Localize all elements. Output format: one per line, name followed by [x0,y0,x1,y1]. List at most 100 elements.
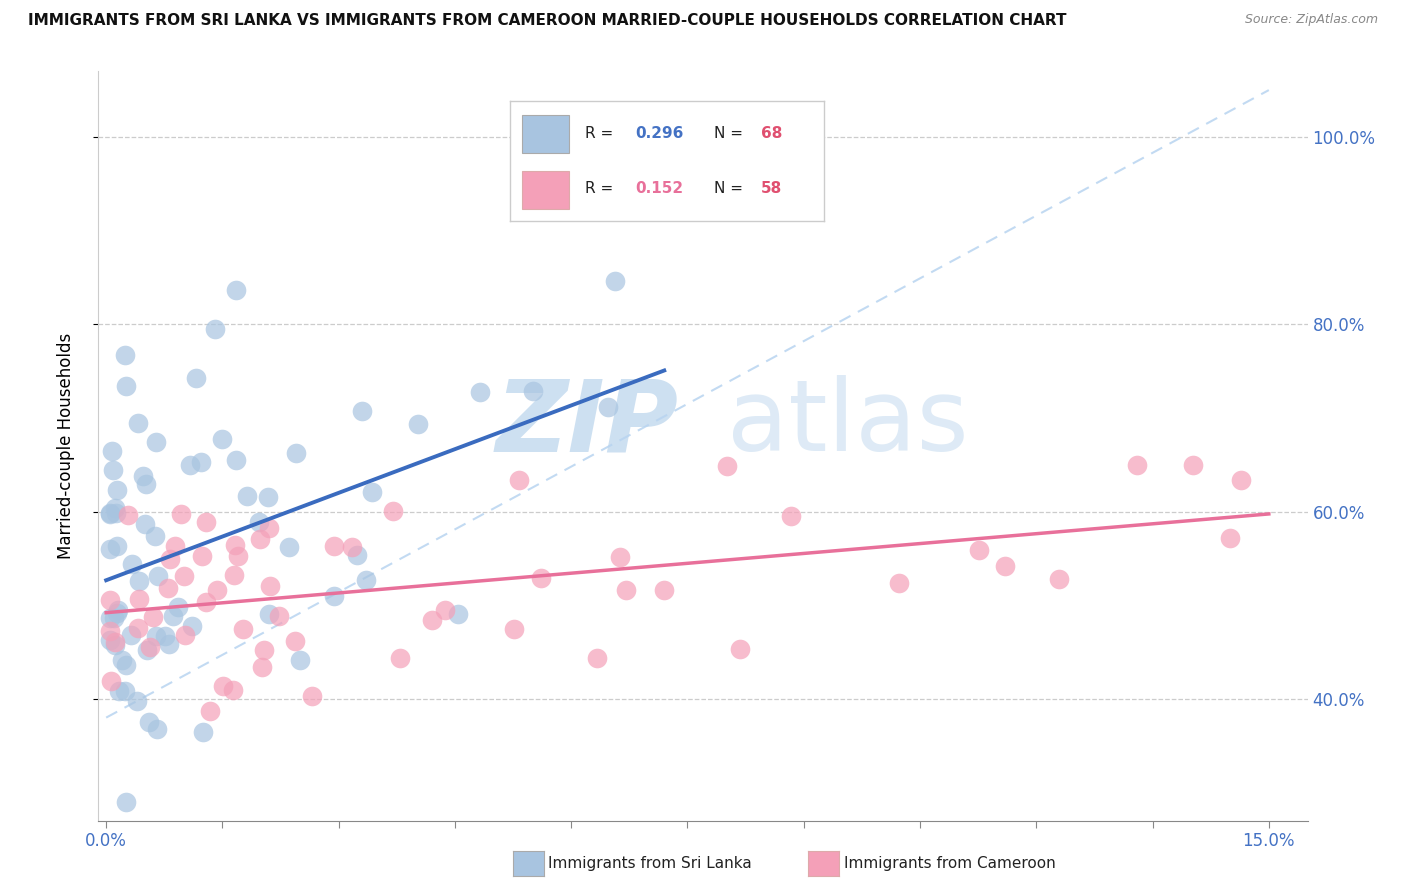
Point [181,619,204,633]
Point [596,401,619,415]
Point [105,606,128,620]
Point [184,371,207,385]
Point [120,628,142,642]
Text: Immigrants from Sri Lanka: Immigrants from Sri Lanka [548,856,752,871]
Point [1218,531,1240,545]
Point [1182,458,1205,472]
Text: Immigrants from Cameroon: Immigrants from Cameroon [844,856,1056,871]
Point [194,515,217,529]
Point [98,542,121,557]
Point [352,403,374,417]
Point [170,507,193,521]
Point [605,274,627,288]
Point [285,446,308,460]
Point [422,613,444,627]
Point [166,600,188,615]
Text: atlas: atlas [727,375,969,472]
Point [105,483,128,498]
Point [125,694,148,708]
Point [162,609,184,624]
Point [114,348,136,362]
Point [145,435,167,450]
Point [716,459,738,474]
Point [388,650,411,665]
Point [98,506,121,520]
Point [259,607,281,622]
Point [105,506,128,520]
Point [179,458,201,472]
Point [252,659,274,673]
Point [98,633,121,648]
Point [301,689,323,703]
Point [157,582,180,596]
Point [98,593,121,607]
Point [406,417,429,431]
Point [204,322,226,336]
Point [468,385,491,400]
Point [522,384,544,398]
Point [104,638,127,652]
Point [586,651,609,665]
Point [381,504,404,518]
Point [228,549,250,563]
Point [211,679,233,693]
Point [728,642,751,657]
Point [346,548,368,562]
Point [132,468,155,483]
Point [142,610,165,624]
Text: Source: ZipAtlas.com: Source: ZipAtlas.com [1244,13,1378,27]
Point [256,491,278,505]
Point [249,532,271,546]
Point [135,477,157,491]
Point [159,552,181,566]
Point [100,444,122,458]
Point [98,611,121,625]
Point [146,569,169,583]
Point [224,538,246,552]
Point [259,579,281,593]
Point [529,571,551,585]
Point [247,515,270,529]
Point [117,508,139,523]
Point [127,621,149,635]
Point [253,642,276,657]
Point [994,558,1017,573]
Point [105,539,128,553]
Point [269,609,291,624]
Point [143,529,166,543]
Point [354,573,377,587]
Point [190,455,212,469]
Point [322,590,344,604]
Point [340,541,363,555]
Point [434,603,457,617]
Point [614,582,637,597]
Point [190,549,212,563]
Point [173,569,195,583]
Point [257,521,280,535]
Point [447,607,470,621]
Point [104,635,127,649]
Point [195,594,218,608]
Text: ZIP: ZIP [496,375,679,472]
Point [652,582,675,597]
Point [174,628,197,642]
Point [138,714,160,729]
Point [288,653,311,667]
Point [222,568,245,582]
Point [134,517,156,532]
Point [98,507,121,521]
Point [121,557,143,571]
Text: IMMIGRANTS FROM SRI LANKA VS IMMIGRANTS FROM CAMEROON MARRIED-COUPLE HOUSEHOLDS : IMMIGRANTS FROM SRI LANKA VS IMMIGRANTS … [28,13,1067,29]
Point [887,575,910,590]
Point [503,623,526,637]
Point [967,542,990,557]
Point [127,417,149,431]
Point [104,500,127,515]
Point [1047,573,1070,587]
Point [235,489,257,503]
Point [115,657,138,672]
Point [165,539,187,553]
Point [115,795,138,809]
Point [780,509,803,524]
Point [1126,458,1149,472]
